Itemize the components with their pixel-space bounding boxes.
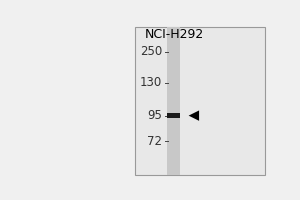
Polygon shape [189, 110, 199, 121]
Text: 95: 95 [147, 109, 162, 122]
Bar [135, 27, 266, 175]
Text: 130: 130 [140, 76, 162, 89]
Text: 250: 250 [140, 45, 162, 58]
Text: NCI-H292: NCI-H292 [145, 28, 204, 41]
Bar [167, 113, 181, 118]
Bar [167, 27, 181, 175]
Text: 72: 72 [147, 135, 162, 148]
